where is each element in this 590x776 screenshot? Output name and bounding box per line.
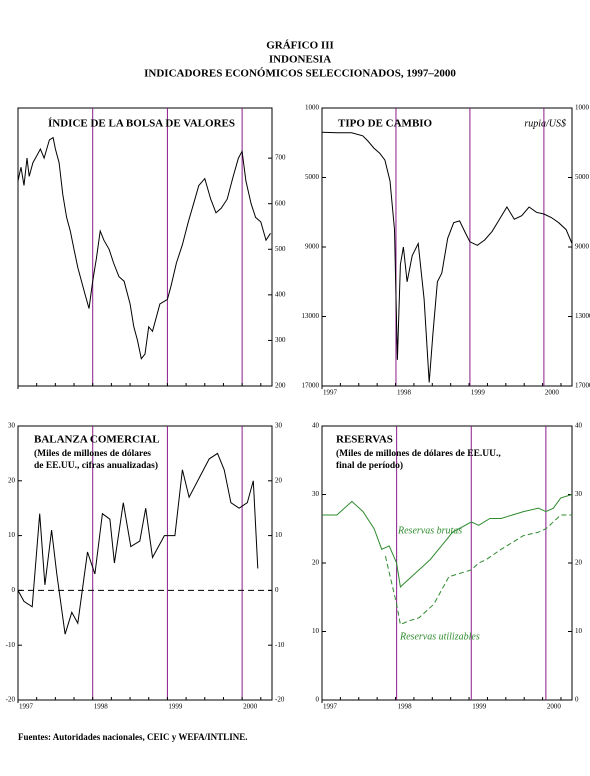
y-tick-label: 30 bbox=[8, 422, 16, 430]
y-tick-label: 600 bbox=[275, 199, 286, 207]
x-tick-label: 1999 bbox=[168, 703, 183, 711]
header-line: GRÁFICO III bbox=[266, 40, 334, 52]
y-tick-label: 0 bbox=[575, 696, 579, 704]
y-tick-label: 5000 bbox=[305, 173, 320, 181]
y-tick-label: 0 bbox=[275, 586, 279, 594]
y-tick-label: 200 bbox=[275, 382, 286, 390]
data-line bbox=[17, 136, 271, 360]
y-tick-label: 10 bbox=[575, 627, 583, 635]
y-tick-label: 10 bbox=[8, 531, 16, 539]
header-line: INDONESIA bbox=[269, 54, 331, 66]
y-tick-label: 9000 bbox=[305, 243, 320, 251]
x-tick-label: 1998 bbox=[94, 703, 109, 711]
y-tick-label: 700 bbox=[275, 154, 286, 162]
y-tick-label: 400 bbox=[275, 290, 286, 298]
y-tick-label: 5000 bbox=[575, 173, 590, 181]
y-tick-label: 20 bbox=[312, 559, 320, 567]
series-label: Reservas brutas bbox=[397, 525, 462, 536]
y-tick-label: -10 bbox=[6, 641, 16, 649]
panel-subtitle: de EE.UU., cifras anualizadas) bbox=[34, 460, 158, 471]
panel-subtitle: final de período) bbox=[336, 460, 403, 471]
y-tick-label: 0 bbox=[316, 696, 320, 704]
y-tick-label: 40 bbox=[312, 422, 320, 430]
footer: Fuentes: Autoridades nacionales, CEIC y … bbox=[18, 732, 247, 742]
x-tick-label: 1997 bbox=[323, 703, 338, 711]
y-tick-label: -10 bbox=[275, 641, 285, 649]
panel-subtitle: (Miles de millones de dólares de EE.UU., bbox=[336, 448, 501, 459]
data-line bbox=[322, 494, 573, 589]
panel-subtitle: (Miles de millones de dólares bbox=[34, 448, 151, 459]
panel-title: RESERVAS bbox=[336, 434, 393, 446]
data-line bbox=[321, 131, 573, 383]
x-tick-label: 1997 bbox=[323, 389, 338, 397]
x-tick-label: 1998 bbox=[397, 389, 412, 397]
unit-label: rupia/US$ bbox=[524, 118, 566, 129]
y-tick-label: 30 bbox=[575, 490, 583, 498]
plot-frame bbox=[321, 107, 573, 387]
y-tick-label: 20 bbox=[8, 476, 16, 484]
plot-frame bbox=[17, 107, 273, 387]
panel-title: BALANZA COMERCIAL bbox=[34, 434, 160, 446]
y-tick-label: 10 bbox=[312, 627, 320, 635]
y-tick-label: 17000 bbox=[302, 382, 320, 390]
data-line bbox=[384, 514, 572, 626]
y-tick-label: 30 bbox=[275, 422, 283, 430]
y-tick-label: 20 bbox=[275, 476, 283, 484]
y-tick-label: 9000 bbox=[575, 243, 590, 251]
plot-frame bbox=[17, 425, 273, 701]
panel-title: TIPO DE CAMBIO bbox=[338, 118, 433, 130]
y-tick-label: 1000 bbox=[305, 104, 320, 112]
x-tick-label: 2000 bbox=[547, 703, 562, 711]
x-tick-label: 1997 bbox=[19, 703, 34, 711]
y-tick-label: -20 bbox=[275, 696, 285, 704]
panel-title: ÍNDICE DE LA BOLSA DE VALORES bbox=[48, 118, 235, 130]
y-tick-label: 13000 bbox=[575, 312, 590, 320]
y-tick-label: 40 bbox=[575, 422, 583, 430]
y-tick-label: 300 bbox=[275, 336, 286, 344]
x-tick-label: 1999 bbox=[472, 703, 487, 711]
x-tick-label: 1998 bbox=[398, 703, 413, 711]
data-line bbox=[17, 452, 259, 635]
header-line: INDICADORES ECONÓMICOS SELECCIONADOS, 19… bbox=[144, 68, 456, 80]
y-tick-label: 1000 bbox=[575, 104, 590, 112]
y-tick-label: 20 bbox=[575, 559, 583, 567]
y-tick-label: 13000 bbox=[302, 312, 320, 320]
series-label: Reservas utilizables bbox=[399, 631, 480, 642]
y-tick-label: 500 bbox=[275, 245, 286, 253]
y-tick-label: 17000 bbox=[575, 382, 590, 390]
x-tick-label: 2000 bbox=[243, 703, 258, 711]
y-tick-label: 10 bbox=[275, 531, 283, 539]
y-tick-label: 0 bbox=[12, 586, 16, 594]
y-tick-label: 30 bbox=[312, 490, 320, 498]
x-tick-label: 1999 bbox=[471, 389, 486, 397]
y-tick-label: -20 bbox=[6, 696, 16, 704]
x-tick-label: 2000 bbox=[545, 389, 560, 397]
